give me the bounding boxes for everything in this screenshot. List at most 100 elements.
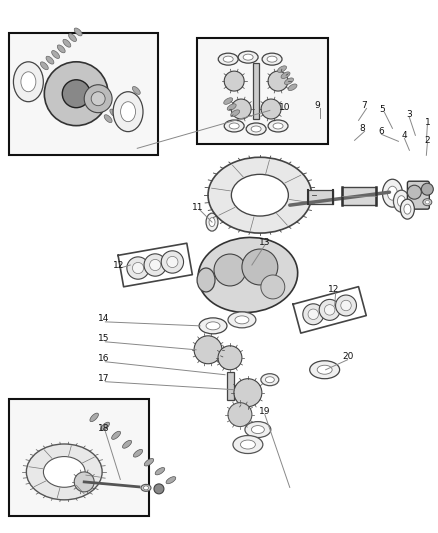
Text: 19: 19 [259,407,271,416]
Ellipse shape [288,84,297,91]
Ellipse shape [285,78,293,85]
Ellipse shape [26,444,102,500]
Ellipse shape [223,56,233,62]
Circle shape [144,254,166,276]
Ellipse shape [393,190,410,212]
Ellipse shape [63,39,71,47]
Ellipse shape [261,374,279,386]
Ellipse shape [198,238,298,312]
Bar [10,399,149,516]
Ellipse shape [317,365,332,374]
Circle shape [150,260,161,271]
Ellipse shape [400,199,414,219]
Ellipse shape [251,425,265,433]
Text: 11: 11 [192,203,204,212]
Ellipse shape [141,484,151,491]
Text: 3: 3 [406,110,412,119]
Circle shape [62,80,90,108]
Text: 17: 17 [98,374,109,383]
Circle shape [214,254,246,286]
Ellipse shape [52,51,60,59]
Circle shape [336,295,357,316]
Text: 20: 20 [342,352,353,361]
Text: 18: 18 [98,424,109,433]
Ellipse shape [238,51,258,63]
Ellipse shape [267,56,277,62]
Ellipse shape [228,312,256,328]
Circle shape [132,262,144,273]
Ellipse shape [127,92,134,100]
Circle shape [154,484,164,494]
Ellipse shape [231,174,288,216]
Ellipse shape [235,316,249,324]
Text: 2: 2 [424,136,430,145]
Circle shape [242,249,278,285]
Circle shape [91,92,105,106]
Bar [342,187,377,205]
Ellipse shape [197,268,215,292]
Circle shape [234,379,262,407]
Ellipse shape [224,98,233,104]
Ellipse shape [90,413,99,422]
Ellipse shape [132,86,140,94]
Text: 7: 7 [362,101,367,110]
Ellipse shape [166,477,176,484]
Ellipse shape [14,62,43,102]
Ellipse shape [113,92,143,132]
Circle shape [341,300,351,311]
Ellipse shape [233,435,263,454]
Bar [253,63,259,119]
Bar [10,33,158,155]
Circle shape [74,472,94,492]
Text: 15: 15 [98,334,109,343]
Circle shape [421,183,433,195]
Circle shape [194,336,222,364]
Ellipse shape [218,53,238,65]
Circle shape [218,346,242,370]
Circle shape [231,99,251,119]
Ellipse shape [246,123,266,135]
Bar [308,190,332,204]
Ellipse shape [425,200,429,204]
Ellipse shape [397,196,406,207]
Ellipse shape [388,186,397,200]
Text: 13: 13 [259,238,271,247]
Circle shape [167,256,178,268]
Text: 14: 14 [98,314,109,324]
Ellipse shape [43,457,85,487]
Ellipse shape [240,440,255,449]
Ellipse shape [243,54,253,60]
Text: 9: 9 [315,101,321,110]
Ellipse shape [273,123,283,129]
Circle shape [224,71,244,91]
Circle shape [228,402,252,426]
Text: 8: 8 [360,124,365,133]
Ellipse shape [69,34,77,42]
Ellipse shape [281,72,290,78]
Ellipse shape [209,217,215,227]
Text: 6: 6 [378,127,385,136]
Ellipse shape [144,458,154,466]
Ellipse shape [262,53,282,65]
Ellipse shape [199,318,227,334]
Ellipse shape [116,103,124,111]
Ellipse shape [382,179,403,207]
Ellipse shape [245,422,271,438]
FancyBboxPatch shape [407,181,429,209]
Ellipse shape [265,377,274,383]
Text: 12: 12 [328,286,339,294]
Ellipse shape [104,115,112,123]
Bar [197,38,328,144]
Ellipse shape [268,120,288,132]
Ellipse shape [74,28,82,36]
Ellipse shape [206,213,218,231]
Ellipse shape [144,486,148,490]
Circle shape [325,305,335,315]
Ellipse shape [423,199,432,206]
Ellipse shape [251,126,261,132]
Text: 16: 16 [98,354,109,364]
Ellipse shape [224,120,244,132]
Ellipse shape [404,204,411,214]
Circle shape [303,304,324,325]
Ellipse shape [229,123,239,129]
